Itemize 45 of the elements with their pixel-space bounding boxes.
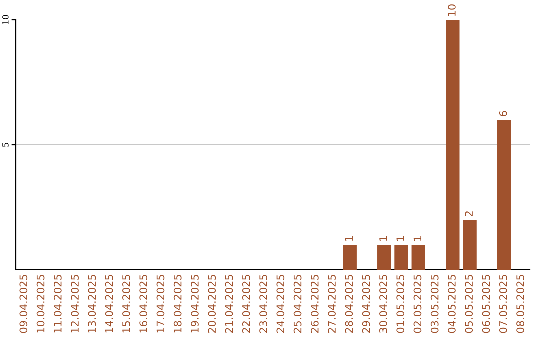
- x-tick-label: 16.04.2025: [140, 275, 148, 333]
- data-label: 2: [465, 212, 473, 216]
- x-tick-label: 21.04.2025: [225, 275, 234, 334]
- bar: [446, 20, 460, 270]
- x-tick-label: 25.04.2025: [294, 275, 302, 334]
- data-label: 1: [380, 236, 388, 242]
- x-tick-label: 11.04.2025: [54, 275, 62, 333]
- x-tick-label: 12.04.2025: [71, 275, 79, 333]
- x-tick-label: 19.04.2025: [191, 275, 199, 333]
- data-label: 1: [414, 236, 422, 242]
- x-tick-label: 04.05.2025: [448, 275, 456, 334]
- y-tick-label: 5: [2, 143, 9, 148]
- x-tick-label: 09.04.2025: [20, 275, 28, 334]
- bar: [343, 245, 357, 270]
- x-tick-label: 18.04.2025: [174, 275, 182, 333]
- x-tick-label: 05.05.2025: [465, 275, 474, 334]
- x-tick-label: 02.05.2025: [414, 275, 422, 334]
- data-label: 1: [345, 236, 353, 242]
- bar: [497, 120, 512, 270]
- bar: [463, 220, 477, 270]
- x-tick-label: 23.04.2025: [260, 275, 268, 334]
- x-tick-label: 15.04.2025: [122, 275, 130, 333]
- x-tick-label: 20.04.2025: [208, 275, 216, 334]
- x-tick-label: 13.04.2025: [88, 275, 96, 333]
- x-tick-label: 30.04.2025: [380, 275, 388, 334]
- x-tick-label: 24.04.2025: [276, 275, 285, 334]
- bar: [394, 245, 408, 270]
- bar: [378, 245, 392, 270]
- x-tick-label: 01.05.2025: [396, 275, 405, 334]
- bar: [412, 245, 426, 270]
- x-tick-label: 22.04.2025: [242, 275, 250, 334]
- x-tick-label: 03.05.2025: [430, 275, 439, 334]
- x-tick-label: 26.04.2025: [310, 275, 319, 334]
- x-tick-label: 29.04.2025: [362, 275, 370, 334]
- x-tick-label: 27.04.2025: [328, 275, 336, 334]
- x-tick-label: 07.05.2025: [499, 275, 508, 334]
- x-tick-label: 17.04.2025: [156, 275, 165, 333]
- x-tick-label: 06.05.2025: [482, 275, 490, 334]
- x-tick-label: 08.05.2025: [516, 275, 524, 334]
- data-label: 10: [448, 4, 456, 16]
- x-tick-label: 28.04.2025: [345, 275, 354, 334]
- x-tick-label: 14.04.2025: [105, 275, 114, 333]
- x-tick-label: 10.04.2025: [36, 275, 45, 333]
- data-label: 6: [499, 111, 508, 116]
- data-label: 1: [396, 236, 404, 242]
